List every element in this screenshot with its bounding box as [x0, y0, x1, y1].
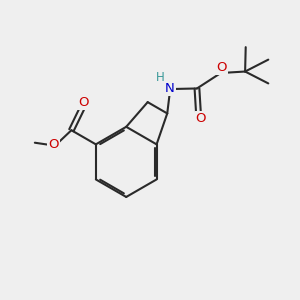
Text: O: O — [78, 96, 89, 110]
Text: O: O — [196, 112, 206, 125]
Text: H: H — [156, 71, 165, 84]
Text: O: O — [216, 61, 226, 74]
Text: N: N — [165, 82, 175, 95]
Text: O: O — [48, 138, 59, 151]
